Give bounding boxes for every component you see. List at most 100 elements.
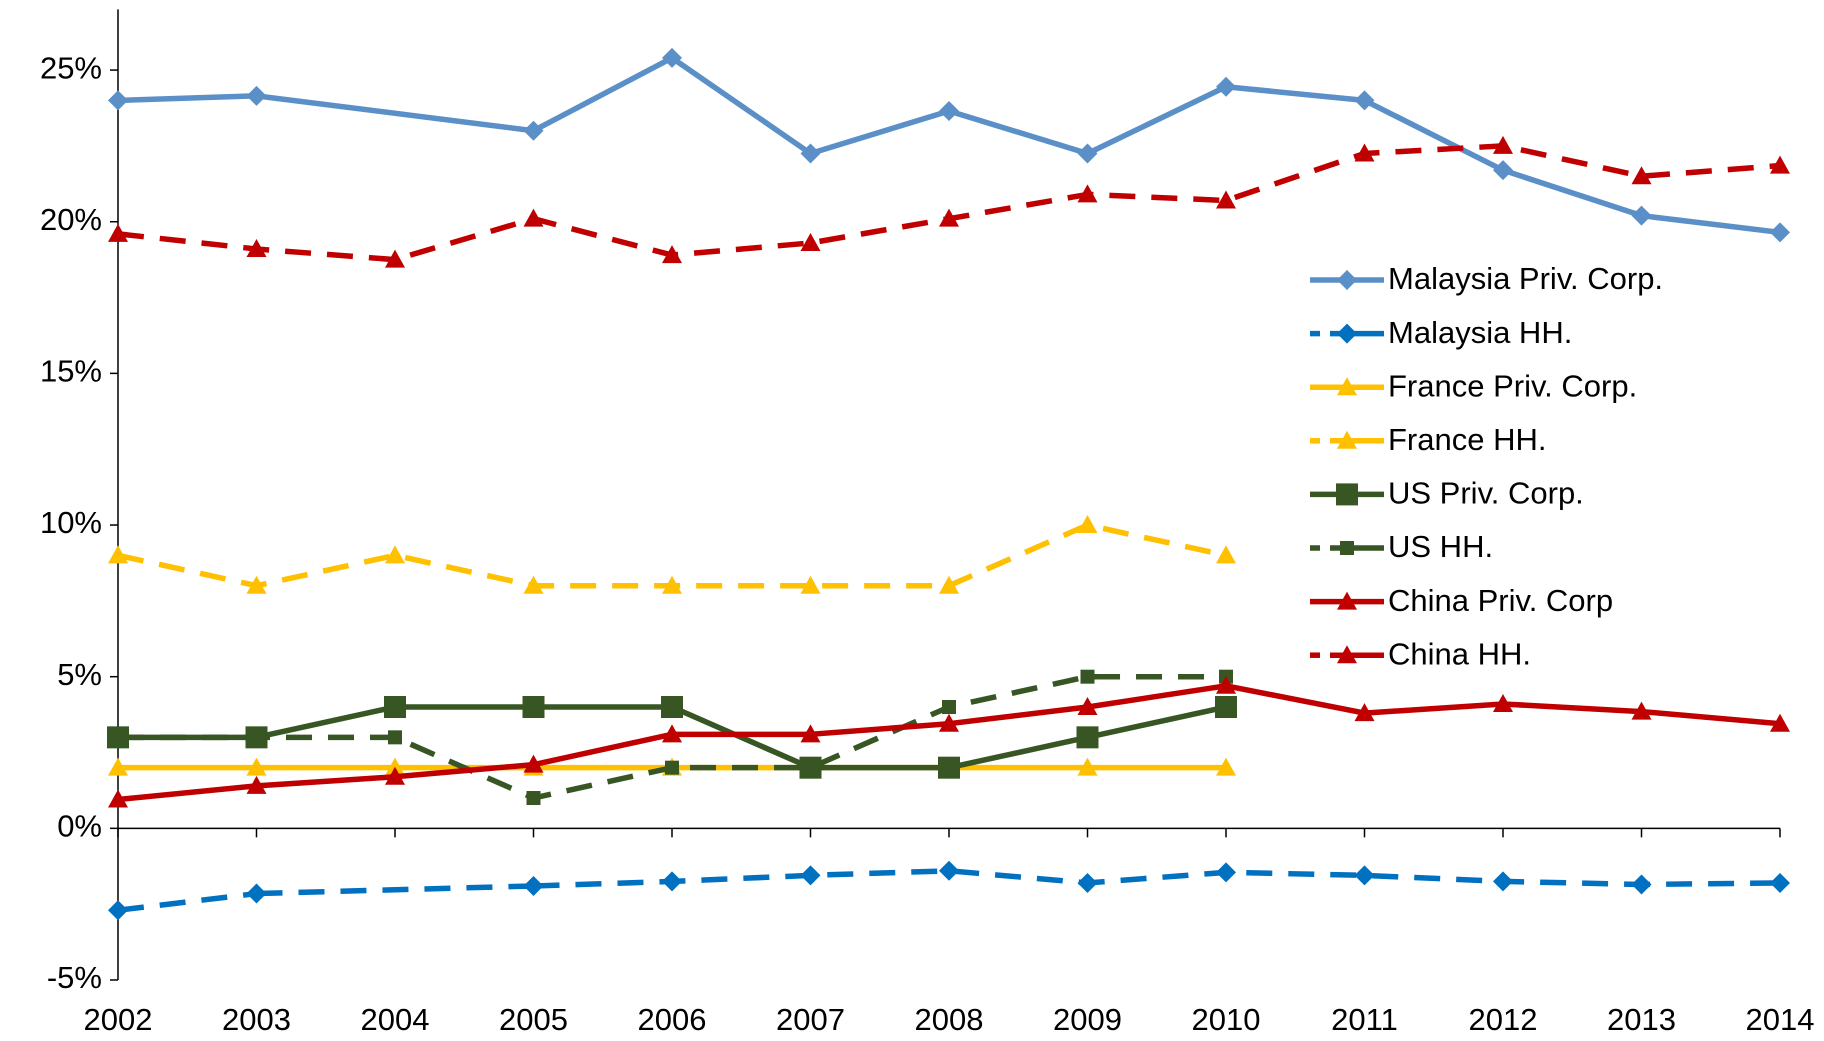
marker [523,208,544,227]
marker [1770,713,1790,732]
marker [1631,166,1652,185]
marker [1631,874,1652,895]
marker [1493,871,1513,892]
legend-label: Malaysia Priv. Corp. [1388,261,1663,296]
marker [939,575,959,594]
marker [246,775,267,794]
marker [1216,757,1236,776]
marker [385,249,405,268]
marker [522,696,545,719]
marker [1080,669,1095,684]
marker [385,766,405,785]
marker [662,724,682,743]
marker [800,865,821,886]
marker [1216,76,1236,97]
series-line [117,143,1781,263]
marker [108,223,128,242]
x-tick-label: 2002 [84,1002,153,1037]
legend-marker [1337,645,1357,664]
marker [1631,205,1652,226]
x-tick-label: 2013 [1607,1002,1676,1037]
marker [385,545,405,564]
x-tick-label: 2005 [499,1002,568,1037]
marker [523,120,544,141]
marker [1077,515,1098,534]
marker [388,730,402,745]
series-line [532,55,1781,236]
marker [108,90,128,111]
legend-marker [1337,377,1357,396]
marker [939,713,959,732]
x-tick-label: 2010 [1192,1002,1261,1037]
marker [939,101,959,122]
gap-connector [256,93,534,134]
marker [1354,143,1375,162]
x-tick-label: 2003 [222,1002,291,1037]
legend-marker [1337,270,1357,290]
y-tick-label: 0% [57,809,102,844]
x-tick-label: 2011 [1331,1002,1398,1037]
legend-label: US HH. [1388,529,1493,564]
marker [1354,865,1375,886]
series-line [117,93,257,104]
legend-label: France HH. [1388,422,1546,457]
marker [800,575,821,594]
marker [1077,757,1098,776]
y-tick-label: 5% [57,657,102,692]
marker [1354,90,1375,111]
marker [526,791,541,806]
marker [108,757,128,776]
marker [1216,190,1236,209]
y-tick-label: 25% [40,50,102,85]
marker [108,900,128,921]
marker [384,696,406,719]
marker [1493,160,1513,181]
marker [1216,545,1236,564]
marker [939,860,959,881]
marker [111,730,125,745]
marker [1216,675,1236,694]
marker [523,754,544,773]
marker [939,208,959,227]
marker [108,789,128,808]
legend-marker [1337,591,1357,610]
x-tick-label: 2012 [1469,1002,1538,1037]
legend-label: France Priv. Corp. [1388,368,1637,403]
marker [1493,135,1513,154]
marker [1354,703,1375,722]
x-tick-label: 2009 [1053,1002,1122,1037]
marker [108,545,128,564]
x-tick-label: 2008 [915,1002,984,1037]
y-tick-label: 20% [40,202,102,237]
marker [246,883,267,904]
marker [246,575,267,594]
marker [1076,726,1099,749]
marker [249,730,264,745]
series-line [117,890,257,913]
marker [662,871,682,892]
marker [662,245,682,264]
legend-label: US Priv. Corp. [1388,476,1584,511]
marker [1077,143,1098,164]
marker [246,85,267,106]
marker [938,756,960,779]
marker [800,143,821,164]
legend-marker [1337,430,1357,449]
x-tick-label: 2004 [361,1002,430,1037]
marker [662,47,682,68]
marker [1077,184,1098,203]
marker [803,760,818,775]
legend-label: China Priv. Corp [1388,583,1613,618]
x-tick-label: 2006 [638,1002,707,1037]
marker [1631,701,1652,720]
marker [662,575,682,594]
marker [246,757,267,776]
legend-label: China HH. [1388,636,1531,671]
marker [665,760,679,775]
marker [1770,155,1790,174]
x-tick-label: 2007 [776,1002,845,1037]
marker [523,875,544,896]
marker [942,700,956,715]
